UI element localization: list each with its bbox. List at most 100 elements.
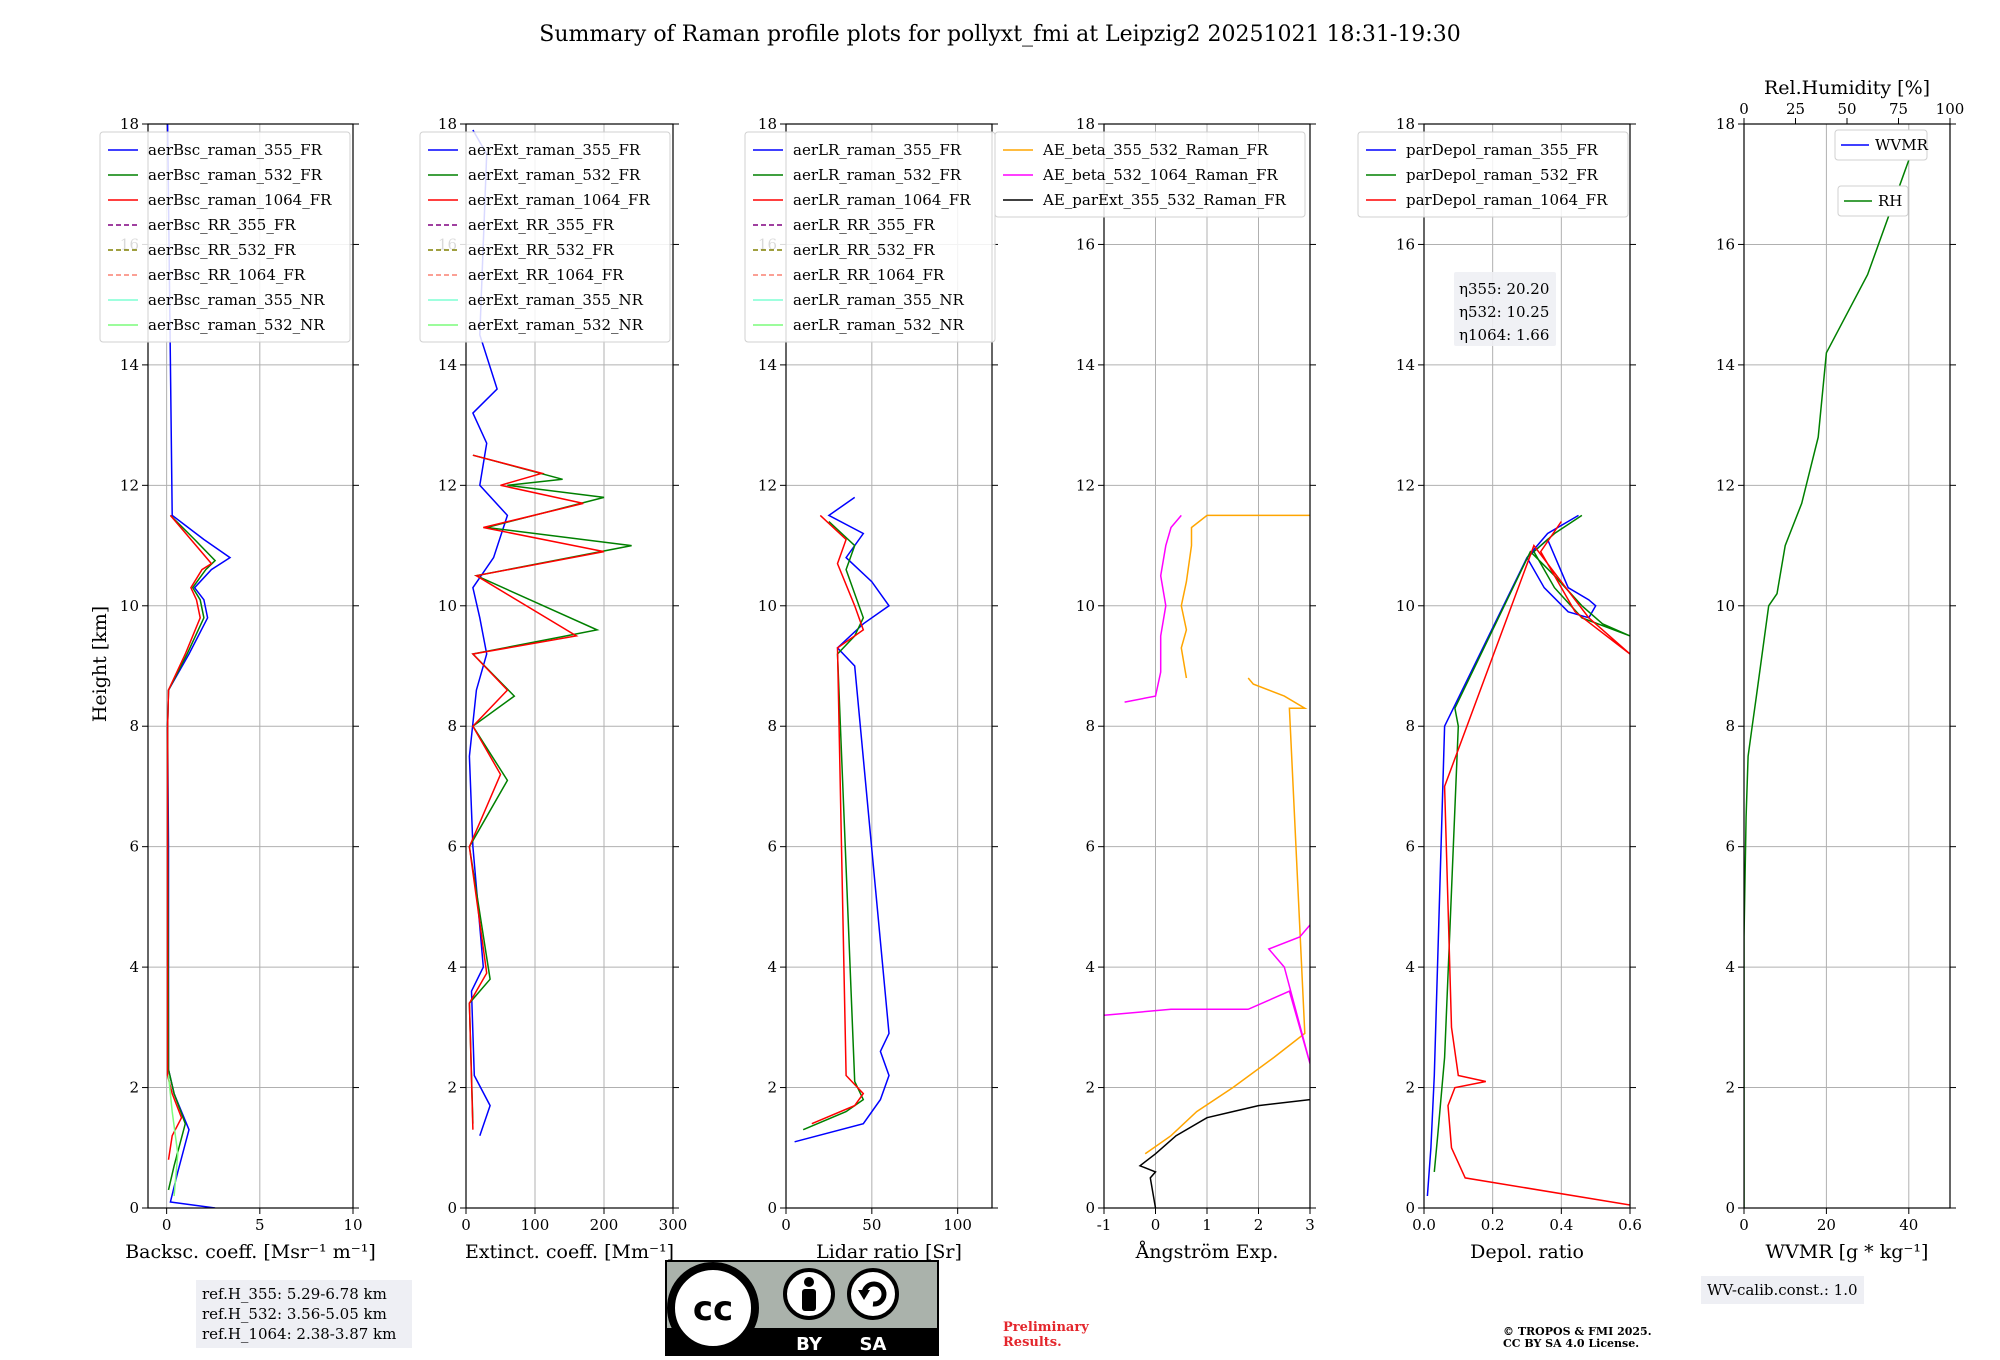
legend-entry: RH: [1878, 192, 1902, 210]
x-tick-label: 0: [1739, 1216, 1749, 1234]
legend-box: [419, 131, 671, 343]
series-line-aerExt_raman_532_FR: [468, 454, 632, 1124]
y-tick-label: 2: [1725, 1079, 1735, 1097]
series-group: [1744, 159, 1910, 1208]
legend-entry: aerBsc_RR_532_FR: [148, 241, 296, 259]
y-tick-label: 10: [758, 597, 777, 615]
x-tick-label: 100: [943, 1216, 972, 1234]
series-group: [468, 129, 632, 1136]
cc-license-badge: cc BY SA: [665, 1260, 939, 1356]
legend-box: [1834, 129, 1928, 161]
plot-frame: [1423, 123, 1631, 1209]
by-label: BY: [796, 1334, 823, 1355]
y-tick-label: 10: [1076, 597, 1095, 615]
ref-355: ref.H_355: 5.29-6.78 km: [202, 1285, 387, 1303]
x-tick-label: 0.4: [1549, 1216, 1573, 1234]
top-x-axis-label: Rel.Humidity [%]: [1764, 77, 1930, 99]
x-axis-label: Extinct. coeff. [Mm⁻¹]: [465, 1241, 674, 1263]
x-axis-label: Ångström Exp.: [1135, 1241, 1279, 1263]
legend-entry: parDepol_raman_532_FR: [1406, 166, 1599, 184]
y-tick-label: 0: [129, 1199, 139, 1217]
x-tick-label: 300: [659, 1216, 688, 1234]
legend-entry: aerExt_raman_355_FR: [468, 141, 641, 159]
x-axis-label: WVMR [g * kg⁻¹]: [1766, 1241, 1929, 1263]
ref-532: ref.H_532: 3.56-5.05 km: [202, 1305, 387, 1323]
series-line-aerLR_raman_355_FR: [794, 496, 891, 1143]
legend-entry: aerBsc_RR_355_FR: [148, 216, 296, 234]
x-axis-label: Backsc. coeff. [Msr⁻¹ m⁻¹]: [125, 1241, 376, 1263]
x-axis-label: Lidar ratio [Sr]: [816, 1241, 962, 1263]
legend-box: [99, 131, 351, 343]
plot-frame: [1743, 123, 1951, 1209]
x-tick-label: 0.2: [1481, 1216, 1505, 1234]
legend-entry: WVMR: [1875, 136, 1929, 154]
y-tick-label: 8: [767, 717, 777, 735]
cc-logo-text: cc: [693, 1289, 733, 1329]
x-tick-label: 10: [343, 1216, 362, 1234]
y-tick-label: 10: [120, 597, 139, 615]
x-tick-label: 5: [255, 1216, 265, 1234]
top-x-tick-label: 75: [1889, 100, 1908, 118]
y-tick-label: 12: [1076, 476, 1095, 494]
panel-3: 024681012141618050100Lidar ratio [Sr]aer…: [744, 115, 998, 1263]
y-tick-label: 2: [129, 1079, 139, 1097]
legend-entry: aerBsc_raman_1064_FR: [148, 191, 332, 209]
y-tick-label: 0: [1725, 1199, 1735, 1217]
y-tick-label: 8: [447, 717, 457, 735]
y-tick-label: 4: [1405, 958, 1415, 976]
y-tick-label: 12: [1396, 476, 1415, 494]
series-line-AE_beta_532_1064_Raman_FR_mid: [1124, 514, 1182, 703]
y-tick-label: 6: [1725, 838, 1735, 856]
y-tick-label: 16: [1716, 235, 1735, 253]
legend-entry: AE_beta_532_1064_Raman_FR: [1042, 166, 1278, 184]
series-line-AE_beta_355_532_Raman_FR: [1144, 677, 1308, 1155]
y-tick-label: 8: [1405, 717, 1415, 735]
x-tick-label: 2: [1254, 1216, 1264, 1234]
x-tick-label: 0.6: [1618, 1216, 1642, 1234]
legend-entry: aerExt_RR_355_FR: [468, 216, 615, 234]
y-tick-label: 18: [1396, 115, 1415, 133]
legend-entry: aerBsc_raman_355_FR: [148, 141, 323, 159]
y-tick-label: 18: [1716, 115, 1735, 133]
copyright-note: © TROPOS & FMI 2025. CC BY SA 4.0 Licens…: [1503, 1326, 1652, 1350]
legend-entry: aerBsc_raman_355_NR: [148, 291, 325, 309]
series-line-aerLR_raman_532_FR: [802, 520, 865, 1131]
y-tick-label: 18: [438, 115, 457, 133]
plot-frame: [147, 123, 354, 1209]
legend-box: [744, 131, 996, 343]
y-tick-label: 14: [120, 356, 139, 374]
y-tick-label: 12: [120, 476, 139, 494]
legend-entry: aerExt_raman_355_NR: [468, 291, 644, 309]
y-tick-label: 10: [1396, 597, 1415, 615]
x-tick-label: 200: [590, 1216, 619, 1234]
x-axis-label: Depol. ratio: [1470, 1241, 1584, 1263]
y-tick-label: 6: [129, 838, 139, 856]
y-tick-label: 10: [1716, 597, 1735, 615]
legend-entry: aerBsc_raman_532_FR: [148, 166, 323, 184]
legend-entry: parDepol_raman_1064_FR: [1406, 191, 1608, 209]
y-tick-label: 14: [758, 356, 777, 374]
x-tick-label: 3: [1305, 1216, 1315, 1234]
y-tick-label: 4: [767, 958, 777, 976]
plot-frame: [465, 123, 674, 1209]
series-line-aerBsc_raman_532_NR: [167, 1075, 179, 1197]
legend-entry: parDepol_raman_355_FR: [1406, 141, 1599, 159]
legend-box: [1357, 131, 1629, 218]
y-tick-label: 8: [129, 717, 139, 735]
series-group: [166, 124, 232, 1208]
legend-entry: aerLR_raman_1064_FR: [793, 191, 971, 209]
x-tick-label: 100: [521, 1216, 550, 1234]
series-line-parDepol_raman_355_FR: [1426, 514, 1597, 1197]
y-tick-label: 18: [120, 115, 139, 133]
panel-1: 0246810121416180510Backsc. coeff. [Msr⁻¹…: [99, 115, 376, 1263]
series-line-aerLR_raman_1064_FR: [811, 514, 865, 1125]
legend-entry: aerLR_RR_532_FR: [793, 241, 935, 259]
y-tick-label: 2: [767, 1079, 777, 1097]
y-tick-label: 6: [1085, 838, 1095, 856]
legend-entry: aerLR_raman_355_NR: [793, 291, 964, 309]
top-x-tick-label: 25: [1786, 100, 1805, 118]
y-tick-label: 2: [1405, 1079, 1415, 1097]
reference-height-box: ref.H_355: 5.29-6.78 km ref.H_532: 3.56-…: [196, 1280, 412, 1348]
